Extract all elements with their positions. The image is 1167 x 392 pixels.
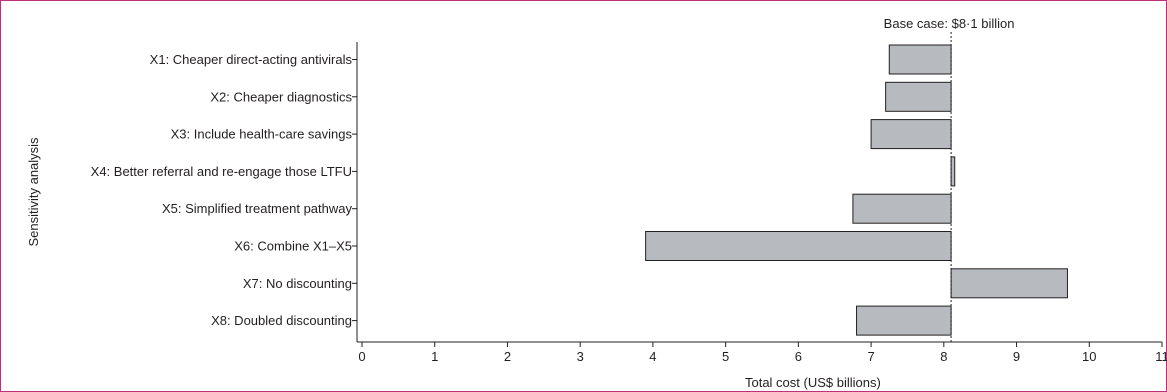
category-label-x7: X7: No discounting bbox=[243, 276, 352, 291]
y-axis-title: Sensitivity analysis bbox=[26, 137, 41, 247]
bar-x2 bbox=[885, 81, 952, 112]
x-tick-label: 10 bbox=[1082, 349, 1096, 364]
category-label-x2: X2: Cheaper diagnostics bbox=[210, 89, 352, 104]
bars-group bbox=[645, 44, 1068, 336]
bar-x3 bbox=[870, 119, 952, 150]
x-tick-label: 0 bbox=[358, 349, 365, 364]
category-label-x1: X1: Cheaper direct-acting antivirals bbox=[150, 52, 353, 67]
bar-x7 bbox=[950, 268, 1068, 299]
category-labels: X1: Cheaper direct-acting antivirals X2: … bbox=[91, 52, 357, 328]
x-tick-label: 8 bbox=[940, 349, 947, 364]
base-case-annotation: Base case: $8·1 billion bbox=[884, 16, 1015, 31]
bar-x1 bbox=[888, 44, 952, 75]
x-ticks: 0 1 2 3 4 5 6 7 8 9 10 11 bbox=[358, 342, 1167, 364]
x-axis-title: Total cost (US$ billions) bbox=[745, 375, 881, 390]
x-tick-label: 2 bbox=[504, 349, 511, 364]
x-tick-label: 11 bbox=[1155, 349, 1167, 364]
bar-x6 bbox=[645, 231, 952, 261]
x-tick-label: 5 bbox=[722, 349, 729, 364]
category-label-x5: X5: Simplified treatment pathway bbox=[162, 201, 353, 216]
category-label-x3: X3: Include health-care savings bbox=[171, 127, 353, 142]
category-label-x6: X6: Combine X1–X5 bbox=[234, 239, 352, 254]
x-tick-label: 9 bbox=[1013, 349, 1020, 364]
x-tick-label: 3 bbox=[577, 349, 584, 364]
category-label-x8: X8: Doubled discounting bbox=[211, 313, 352, 328]
x-tick-label: 1 bbox=[431, 349, 438, 364]
bar-x8 bbox=[856, 305, 952, 336]
x-tick-label: 6 bbox=[795, 349, 802, 364]
x-tick-label: 7 bbox=[867, 349, 874, 364]
x-tick-label: 4 bbox=[649, 349, 656, 364]
category-label-x4: X4: Better referral and re-engage those … bbox=[91, 164, 352, 179]
bar-x5 bbox=[852, 193, 952, 224]
bar-x4 bbox=[950, 156, 956, 187]
